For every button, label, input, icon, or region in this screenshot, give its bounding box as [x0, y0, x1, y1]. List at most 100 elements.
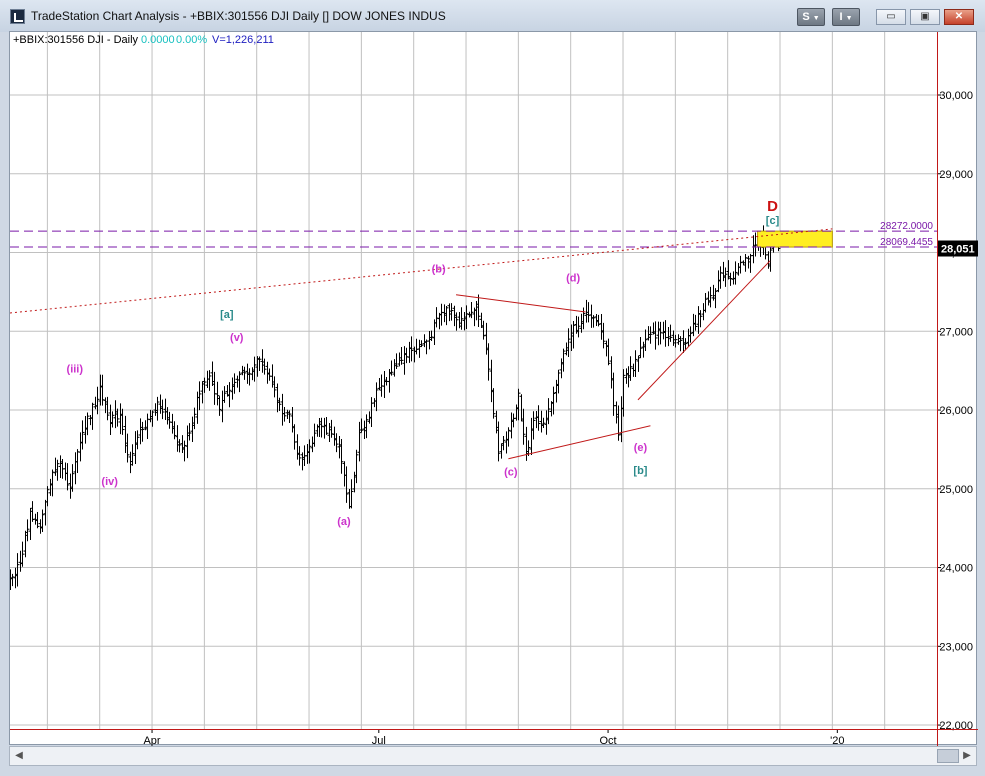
ohlc-bar	[501, 435, 506, 451]
ohlc-bar	[33, 513, 38, 525]
ohlc-bar	[591, 315, 596, 328]
ohlc-bar	[382, 371, 387, 398]
ohlc-bar	[235, 375, 240, 388]
ohlc-bar	[374, 382, 379, 412]
ohlc-bar	[115, 408, 120, 427]
ohlc-bar	[312, 423, 317, 447]
price-tick-label: 26,000	[939, 405, 973, 417]
minimize-button[interactable]: ▭	[876, 9, 906, 25]
ohlc-bar	[596, 314, 601, 327]
change-value: 0.0000	[141, 34, 175, 46]
ohlc-bar	[158, 394, 163, 414]
wave-label: [b]	[633, 465, 647, 477]
s-menu-button[interactable]: S ▼	[797, 8, 825, 26]
ohlc-bar	[354, 449, 359, 484]
ohlc-bar	[327, 423, 332, 443]
ohlc-bar	[481, 320, 486, 340]
scroll-right-icon[interactable]: ▶	[963, 750, 971, 761]
i-menu-label: I	[839, 11, 843, 23]
ohlc-bar	[559, 358, 564, 379]
ohlc-bar	[449, 303, 454, 321]
ohlc-bar	[628, 356, 633, 381]
ohlc-bar	[50, 469, 55, 497]
ohlc-bar	[539, 410, 544, 433]
ohlc-bar	[247, 368, 252, 386]
ohlc-bar	[738, 255, 743, 274]
price-tick-label: 22,000	[939, 720, 973, 732]
title-bar[interactable]: TradeStation Chart Analysis - +BBIX:3015…	[0, 0, 985, 32]
ohlc-bar	[182, 440, 187, 462]
ohlc-bar	[372, 398, 377, 408]
ohlc-bar	[175, 425, 180, 452]
ohlc-bar	[469, 302, 474, 319]
ohlc-bar	[207, 370, 212, 391]
ohlc-bar	[529, 417, 534, 455]
ohlc-bar	[526, 440, 531, 457]
ohlc-bar	[344, 466, 349, 503]
ohlc-bar	[546, 398, 551, 425]
ohlc-bar	[726, 260, 731, 280]
ohlc-bar	[534, 411, 539, 429]
chart-area[interactable]: 28272.0000 28069.4455 (iii) (iv) [a] (v) (a)(…	[9, 31, 978, 746]
ohlc-bar	[275, 383, 280, 413]
ohlc-bar	[98, 374, 103, 406]
ohlc-bar	[601, 322, 606, 349]
change-percent: 0.00%	[176, 34, 207, 46]
ohlc-bar	[599, 313, 604, 340]
ohlc-bar	[417, 339, 422, 358]
ohlc-bar	[20, 541, 25, 567]
price-tick-label: 27,000	[939, 326, 973, 338]
ohlc-bar	[641, 341, 646, 358]
ohlc-bar	[322, 417, 327, 439]
ohlc-bar	[133, 431, 138, 465]
ohlc-bar	[708, 286, 713, 308]
wave-label: [a]	[220, 309, 234, 321]
ohlc-bar	[334, 433, 339, 453]
horizontal-scrollbar[interactable]: ◀ ▶	[9, 746, 977, 766]
ohlc-bar	[324, 416, 329, 435]
last-price-marker	[938, 240, 978, 257]
ohlc-bar	[13, 567, 18, 589]
i-menu-button[interactable]: I ▼	[832, 8, 860, 26]
ohlc-bar	[295, 434, 300, 460]
ohlc-bar	[499, 443, 504, 459]
ohlc-bar	[232, 373, 237, 394]
ohlc-bar	[150, 410, 155, 427]
ohlc-bar	[609, 356, 614, 389]
ohlc-bar	[138, 418, 143, 445]
ohlc-bar	[332, 426, 337, 446]
ohlc-bar	[180, 435, 185, 453]
ohlc-bar	[28, 508, 33, 540]
ohlc-bar	[442, 304, 447, 323]
price-level-label: 28272.0000	[880, 221, 933, 232]
volume-value: V=1,226,211	[212, 34, 274, 46]
ohlc-bar	[392, 359, 397, 377]
ohlc-bar	[277, 397, 282, 411]
restore-button[interactable]: ▣	[910, 9, 940, 25]
ohlc-bar	[412, 346, 417, 363]
ohlc-bar	[427, 330, 432, 350]
scroll-thumb[interactable]	[937, 749, 959, 763]
chart-header: +BBIX:301556 DJI - Daily 0.0000 0.00% V=…	[13, 34, 274, 46]
ohlc-bar	[364, 414, 369, 439]
chevron-down-icon: ▼	[812, 15, 820, 22]
ohlc-bar	[576, 316, 581, 338]
ohlc-bar	[160, 399, 165, 420]
ohlc-bar	[643, 329, 648, 352]
ohlc-bar	[394, 353, 399, 370]
close-button[interactable]: ✕	[944, 9, 974, 25]
ohlc-bar	[484, 322, 489, 355]
ohlc-bar	[40, 509, 45, 533]
scroll-left-icon[interactable]: ◀	[15, 750, 23, 761]
ohlc-bar	[636, 355, 641, 372]
ohlc-bar	[651, 322, 656, 335]
ohlc-bar	[491, 388, 496, 419]
ohlc-bar	[668, 324, 673, 342]
ohlc-bar	[155, 396, 160, 421]
ohlc-bar	[185, 425, 190, 459]
ohlc-bar	[706, 291, 711, 306]
ohlc-bar	[743, 254, 748, 272]
ohlc-bar	[437, 312, 442, 330]
